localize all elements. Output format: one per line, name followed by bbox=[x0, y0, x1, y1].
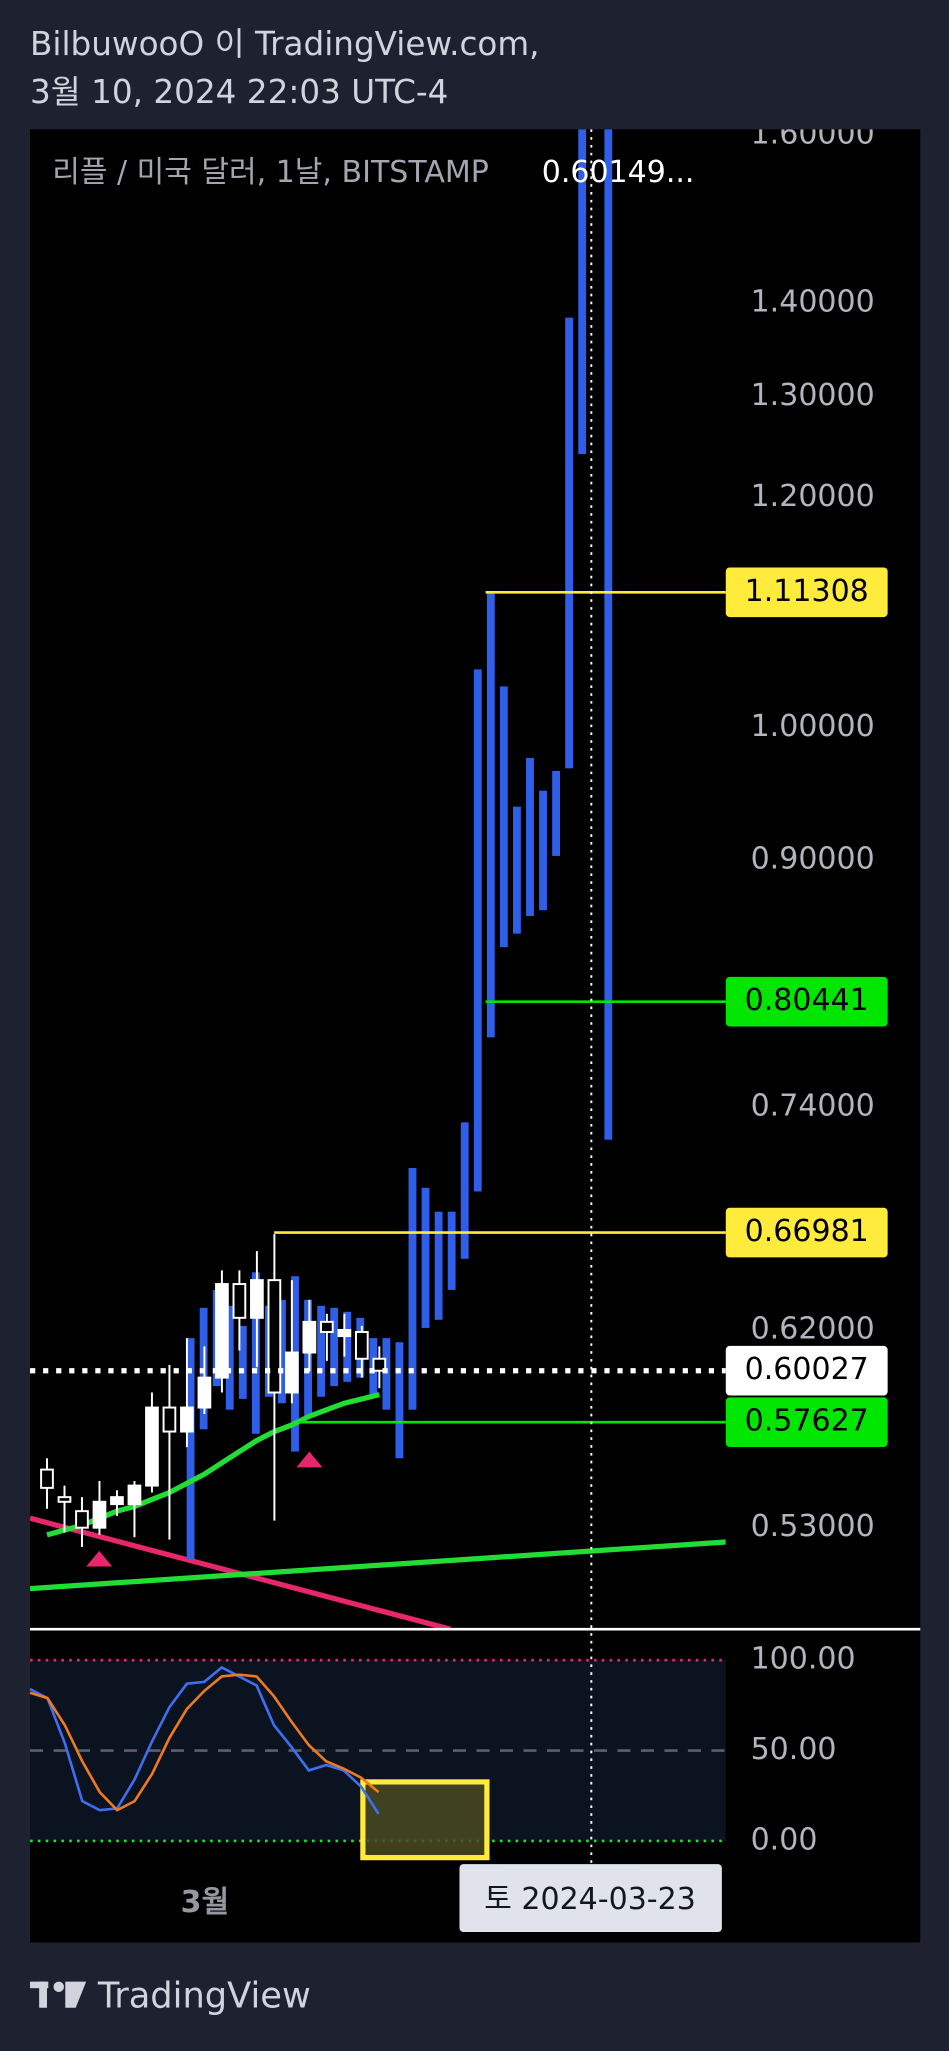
price-label-box bbox=[725, 1397, 888, 1447]
projection-bar bbox=[421, 1187, 430, 1328]
header-line: BilbuwooO 이 TradingView.com, bbox=[30, 25, 539, 63]
projection-bar bbox=[539, 790, 547, 911]
trendline bbox=[30, 1539, 726, 1592]
price-label: 0.60027 bbox=[745, 1352, 869, 1387]
y-tick-label: 100.00 bbox=[751, 1642, 856, 1677]
y-tick-label: 0.74000 bbox=[751, 1088, 875, 1123]
candle-body bbox=[232, 1283, 247, 1319]
candle-body bbox=[215, 1283, 229, 1379]
price-label-box bbox=[725, 567, 888, 618]
projection-bar bbox=[434, 1211, 443, 1320]
crosshair-label: 토 2024-03-23 bbox=[484, 1882, 696, 1917]
candle-body bbox=[250, 1279, 264, 1319]
projection-bar bbox=[604, 129, 613, 1140]
highlight-box bbox=[360, 1779, 490, 1861]
projection-bar bbox=[238, 1325, 247, 1399]
candle-body bbox=[110, 1496, 124, 1506]
y-tick-label: 1.40000 bbox=[751, 285, 875, 320]
candle-body bbox=[75, 1510, 89, 1529]
candle-body bbox=[180, 1406, 194, 1433]
price-pane bbox=[30, 129, 726, 1630]
x-tick-label: 3월 bbox=[181, 1885, 230, 1920]
header-line: 3월 10, 2024 22:03 UTC-4 bbox=[30, 73, 448, 111]
projection-bar bbox=[486, 592, 495, 1038]
projection-bar bbox=[225, 1305, 234, 1410]
projection-bar bbox=[408, 1168, 417, 1410]
candle-body bbox=[372, 1357, 387, 1372]
candle-body bbox=[337, 1328, 352, 1338]
price-label: 1.11308 bbox=[745, 574, 869, 609]
crosshair-label-box bbox=[459, 1864, 722, 1933]
candle-body bbox=[127, 1484, 142, 1506]
candle-body bbox=[145, 1406, 159, 1487]
projection-bar bbox=[578, 129, 587, 455]
price-label-box bbox=[725, 1207, 888, 1258]
projection-bar bbox=[460, 1122, 469, 1259]
price-label: 0.57627 bbox=[745, 1404, 869, 1439]
oscillator-pane: 100.00 50.00 0.00 bbox=[29, 1627, 921, 1861]
projection-bar bbox=[278, 1299, 286, 1404]
y-tick-label: 1.20000 bbox=[751, 479, 875, 514]
candle-body bbox=[162, 1406, 177, 1433]
oscillator-line bbox=[29, 1673, 380, 1812]
y-tick-label: 1.30000 bbox=[751, 378, 875, 413]
projection-bar bbox=[251, 1272, 260, 1434]
projection-bar bbox=[330, 1307, 339, 1387]
projection-bar bbox=[513, 806, 521, 934]
tradingview-logo bbox=[30, 1981, 87, 2008]
candle-body bbox=[267, 1279, 282, 1394]
price-label-box bbox=[725, 976, 888, 1027]
y-tick-label: 0.62000 bbox=[751, 1311, 875, 1346]
projection-bar bbox=[473, 669, 482, 1192]
price-axis: 1.60000 1.40000 1.30000 1.20000 1.00000 0.900… bbox=[751, 116, 875, 1544]
footer-brand: TradingView bbox=[97, 1975, 311, 2016]
y-tick-label: 0.53000 bbox=[751, 1509, 875, 1544]
price-label: 0.66981 bbox=[745, 1214, 869, 1249]
projection-bar bbox=[317, 1305, 326, 1397]
signal-marker bbox=[86, 1550, 113, 1567]
candle-body bbox=[40, 1468, 54, 1489]
projection-bar bbox=[382, 1338, 391, 1410]
projection-bar bbox=[395, 1342, 404, 1459]
y-tick-label: 1.00000 bbox=[751, 709, 875, 744]
signal-marker bbox=[296, 1451, 323, 1468]
y-tick-label: 50.00 bbox=[751, 1732, 837, 1767]
projection-bar bbox=[186, 1338, 195, 1559]
price-label: 0.80441 bbox=[745, 983, 869, 1018]
projection-bar bbox=[552, 770, 561, 856]
overlay: 1.11308 0.80441 0.66981 0.60027 0.57627 3월 토 2… bbox=[30, 129, 888, 1933]
projection-bar bbox=[565, 317, 574, 769]
candle-body bbox=[92, 1500, 107, 1529]
projection-bar bbox=[526, 757, 534, 917]
candle-body bbox=[197, 1376, 212, 1409]
oscillator-line bbox=[29, 1665, 380, 1815]
y-tick-label: 0.00 bbox=[751, 1822, 818, 1857]
candle-body bbox=[320, 1320, 334, 1333]
projection-bar bbox=[447, 1211, 456, 1290]
y-tick-label: 0.90000 bbox=[751, 842, 875, 877]
legend-value: 0.60149... bbox=[542, 155, 695, 190]
projection-bar bbox=[343, 1311, 352, 1382]
y-tick-label: 1.60000 bbox=[751, 116, 875, 151]
chart-title: 리플 / 미국 달러, 1날, BITSTAMP bbox=[52, 155, 489, 190]
price-label-box bbox=[725, 1345, 888, 1396]
candle-body bbox=[57, 1496, 72, 1503]
projection-bar bbox=[304, 1299, 312, 1417]
candle-body bbox=[354, 1331, 369, 1360]
candle-body bbox=[302, 1320, 317, 1354]
projection-bar bbox=[499, 686, 508, 948]
